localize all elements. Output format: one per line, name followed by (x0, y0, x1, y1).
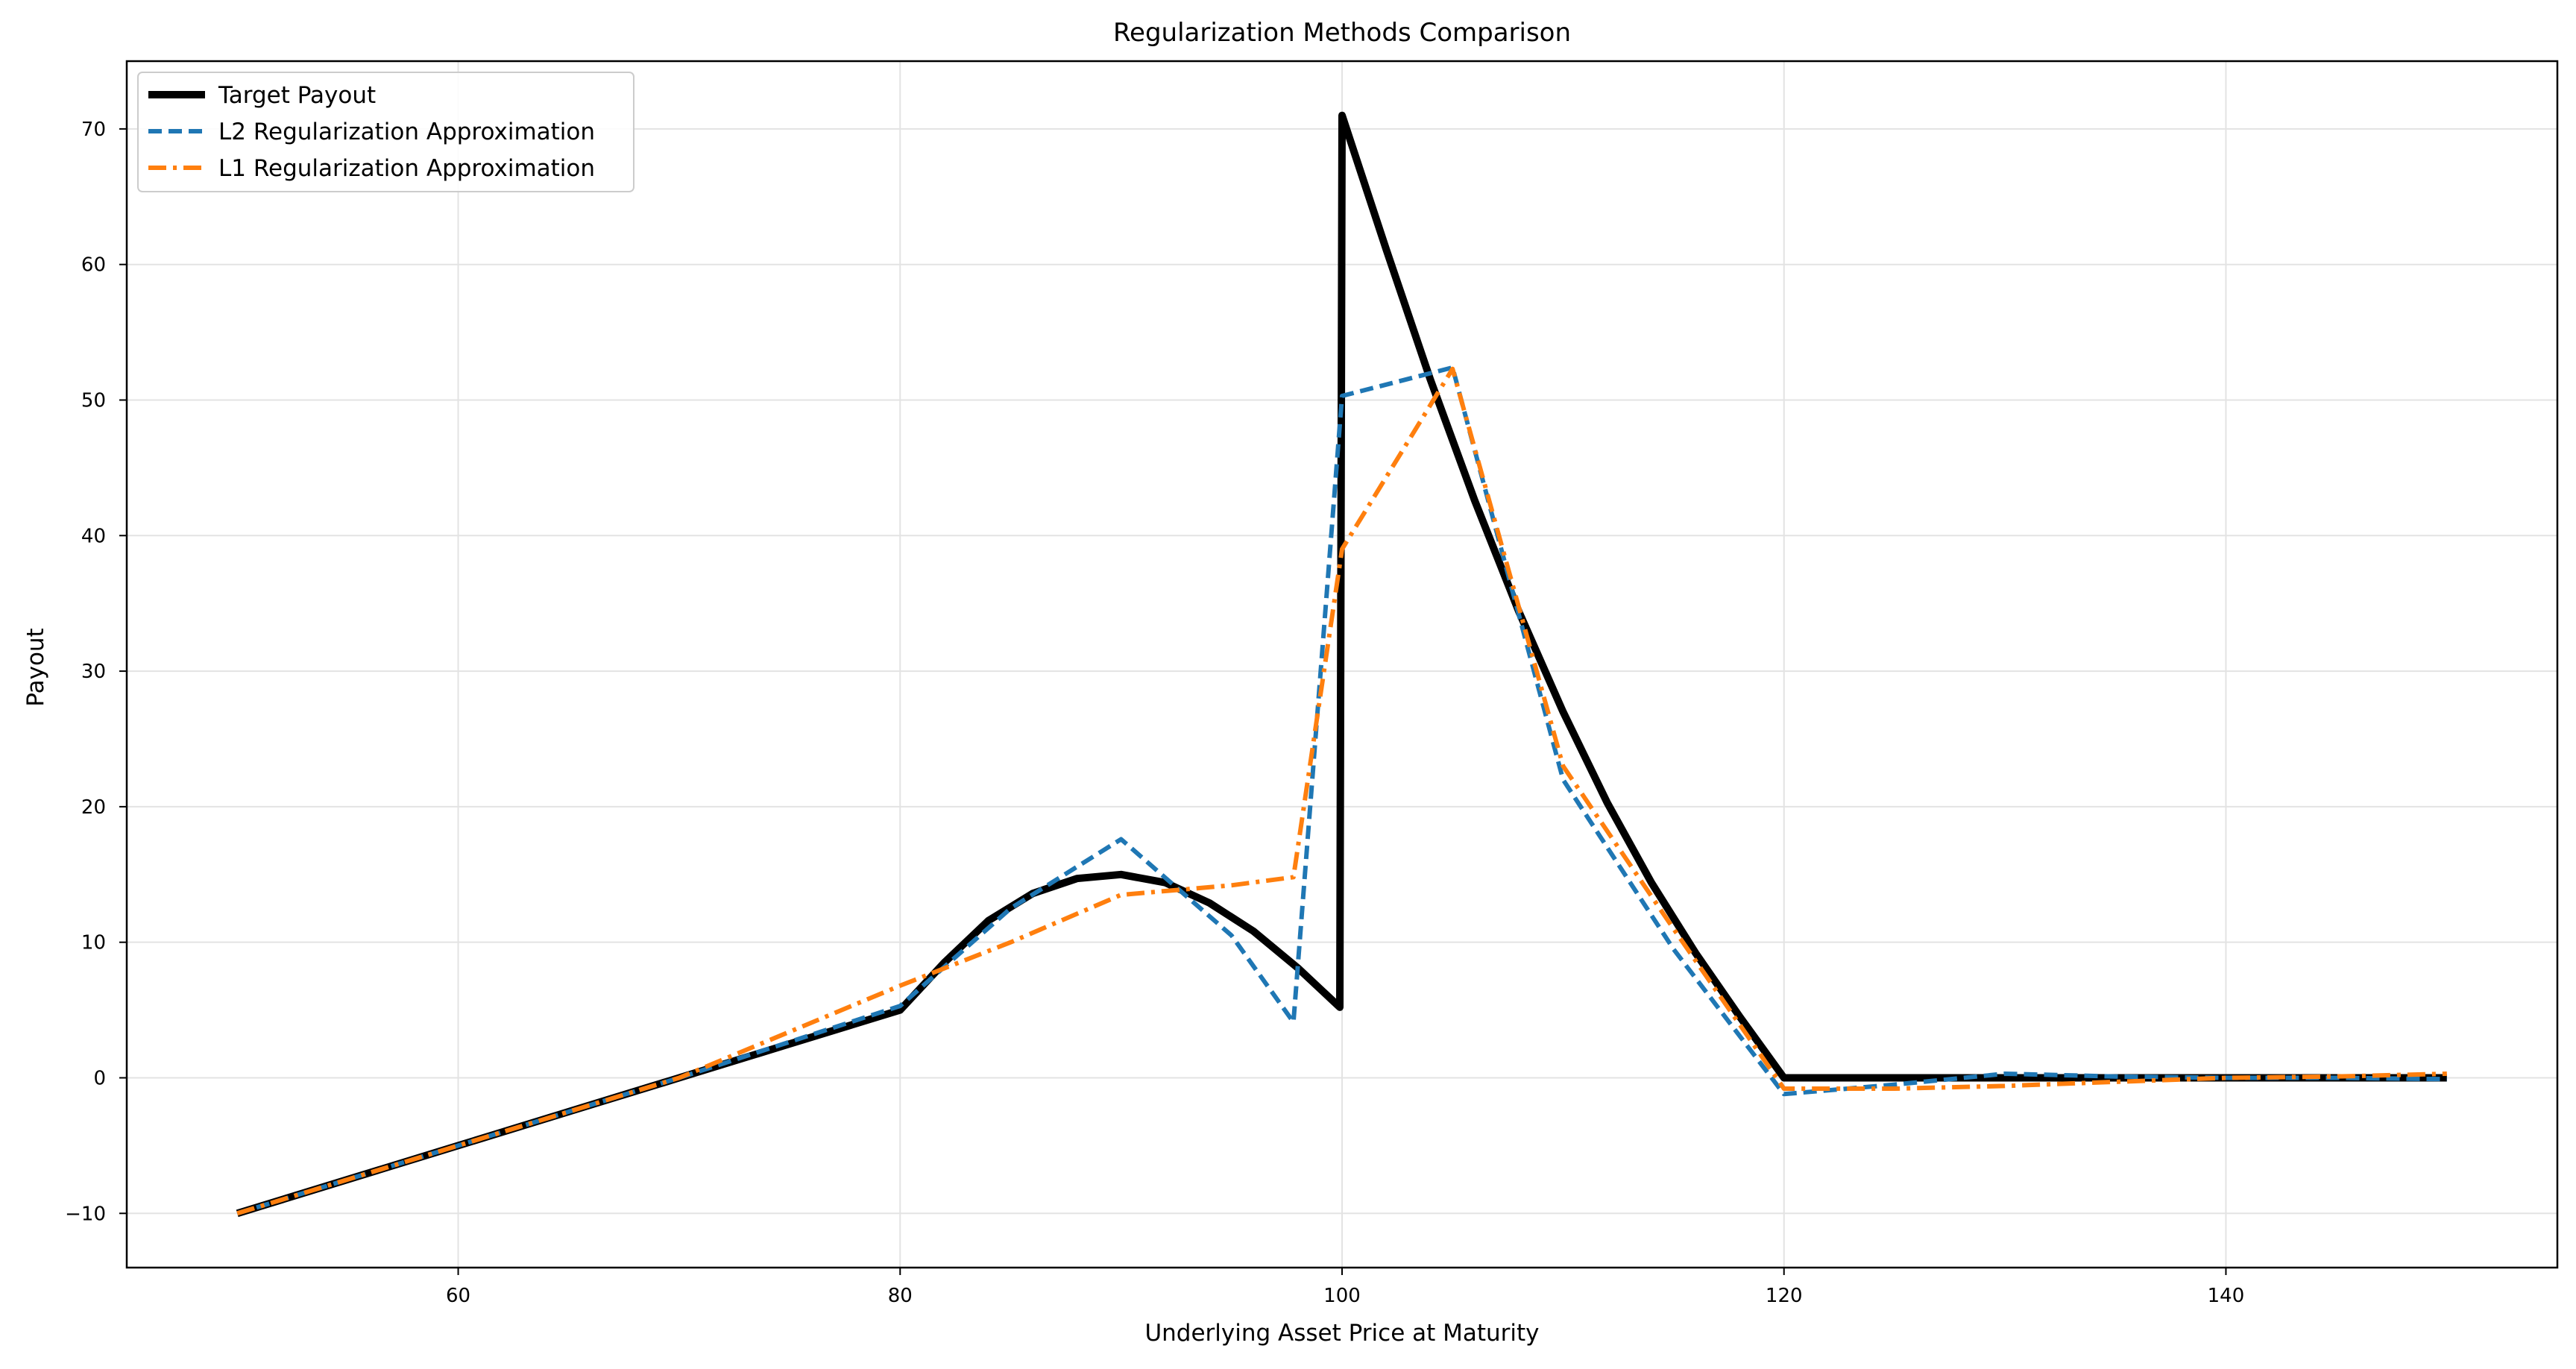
x-tick-label: 100 (1323, 1285, 1361, 1307)
x-tick-label: 120 (1766, 1285, 1803, 1307)
series-layer (236, 111, 2447, 1218)
legend-box (137, 72, 634, 192)
y-tick-label: 30 (81, 661, 106, 683)
series-line-1 (236, 111, 2447, 1218)
legend: Target Payout L2 Regularization Approxima… (137, 72, 634, 192)
legend-label-1: Target Payout (218, 82, 376, 109)
series-line-2 (236, 365, 2447, 1216)
x-axis-label: Underlying Asset Price at Maturity (1144, 1320, 1539, 1347)
y-tick-label: 0 (93, 1067, 106, 1089)
y-tick-label: 60 (81, 254, 106, 277)
legend-label-3: L1 Regularization Approximation (218, 155, 595, 182)
x-tick-label: 80 (888, 1285, 913, 1307)
y-axis-label: Payout (22, 628, 49, 706)
chart-title: Regularization Methods Comparison (1113, 18, 1571, 48)
y-tick-label: −10 (65, 1203, 106, 1225)
y-tick-label: 40 (81, 525, 106, 547)
y-tick-label: 50 (81, 389, 106, 412)
series-line-3 (236, 366, 2447, 1216)
y-tick-label: 70 (81, 119, 106, 141)
x-tick-label: 60 (446, 1285, 470, 1307)
x-tick-label: 140 (2208, 1285, 2245, 1307)
legend-label-2: L2 Regularization Approximation (218, 119, 595, 145)
y-tick-label: 20 (81, 796, 106, 819)
y-tick-label: 10 (81, 932, 106, 954)
ticks: 60 80 100 120 140 −10 0 10 20 30 40 50 60 70 (65, 119, 2244, 1307)
